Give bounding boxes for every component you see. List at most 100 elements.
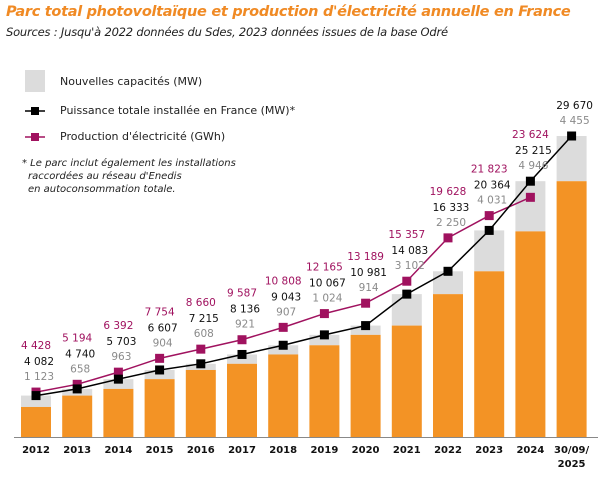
data-label-new-capacity: 963 <box>111 351 131 363</box>
footnote: * Le parc inclut également les installat… <box>22 157 236 196</box>
data-label-production: 13 189 <box>347 251 384 263</box>
chart-title: Parc total photovoltaïque et production … <box>6 4 571 20</box>
bar-new-capacity <box>391 294 422 326</box>
data-label-new-capacity: 914 <box>359 282 379 294</box>
x-tick-label: 2017 <box>228 445 256 456</box>
bar-existing-capacity <box>474 271 505 437</box>
x-tick-label: 2013 <box>63 445 91 456</box>
bar-new-capacity <box>309 334 340 346</box>
chart-subtitle: Sources : Jusqu'à 2022 données du Sdes, … <box>6 25 448 39</box>
production-marker <box>443 233 453 243</box>
production-marker <box>72 379 82 389</box>
bar-existing-capacity <box>268 354 299 437</box>
bar-existing-capacity <box>144 379 175 437</box>
production-marker <box>525 192 535 202</box>
x-tick-label: 2024 <box>516 445 544 456</box>
data-label-production: 6 392 <box>103 320 133 332</box>
bar-existing-capacity <box>62 395 93 437</box>
legend-marker-production <box>31 133 39 141</box>
data-label-production: 10 808 <box>265 275 302 287</box>
footnote-line: en autoconsommation totale. <box>28 184 176 195</box>
total-power-marker <box>443 266 453 276</box>
bar-new-capacity <box>556 136 587 182</box>
data-label-production: 19 628 <box>430 186 467 198</box>
data-label-new-capacity: 4 455 <box>560 115 590 127</box>
data-label-production: 23 624 <box>512 129 549 141</box>
x-tick-label: 2018 <box>269 445 297 456</box>
bar-existing-capacity <box>227 363 257 437</box>
total-power-marker <box>72 384 82 394</box>
total-power-marker <box>278 340 288 350</box>
total-power-marker <box>113 374 123 384</box>
bar-new-capacity <box>515 181 546 232</box>
data-label-new-capacity: 658 <box>70 363 90 375</box>
production-marker <box>113 367 123 377</box>
bar-existing-capacity <box>350 334 381 437</box>
bar-existing-capacity <box>433 294 463 437</box>
production-marker <box>155 353 165 363</box>
bar-new-capacity <box>227 354 257 364</box>
total-power-marker <box>484 225 494 235</box>
production-marker <box>484 211 494 221</box>
data-label-new-capacity: 4 946 <box>518 160 548 172</box>
data-label-production: 21 823 <box>471 164 508 176</box>
bar-new-capacity <box>433 271 463 295</box>
data-label-new-capacity: 1 123 <box>24 371 54 383</box>
bar-existing-capacity <box>391 325 422 437</box>
x-tick-label: 30/09/ <box>554 445 589 456</box>
production-marker <box>237 335 247 345</box>
x-tick-label: 2023 <box>475 445 503 456</box>
production-marker <box>319 309 329 319</box>
data-label-total-power: 16 333 <box>433 202 470 214</box>
total-power-marker <box>319 330 329 340</box>
data-label-new-capacity: 4 031 <box>477 195 507 207</box>
bar-existing-capacity <box>515 231 546 437</box>
data-label-total-power: 5 703 <box>106 336 136 348</box>
x-tick-label: 2016 <box>187 445 215 456</box>
legend-production: Production d'électricité (GWh) <box>60 130 226 143</box>
total-power-marker <box>402 289 412 299</box>
x-tick-label: 2022 <box>434 445 462 456</box>
data-label-total-power: 14 083 <box>391 245 428 257</box>
legend-new-capacity: Nouvelles capacités (MW) <box>60 75 203 88</box>
data-label-total-power: 4 740 <box>65 348 95 360</box>
production-marker <box>402 276 412 286</box>
data-label-total-power: 4 082 <box>24 356 54 368</box>
data-label-production: 8 660 <box>186 297 216 309</box>
data-label-production: 5 194 <box>62 332 92 344</box>
bar-new-capacity <box>144 369 175 380</box>
total-power-marker <box>237 349 247 359</box>
x-tick-label: 2012 <box>22 445 50 456</box>
bar-new-capacity <box>350 325 381 335</box>
production-marker <box>278 322 288 332</box>
data-label-total-power: 7 215 <box>189 313 219 325</box>
legend-total-power: Puissance totale installée en France (MW… <box>60 104 296 117</box>
bar-existing-capacity <box>103 388 134 437</box>
total-power-line <box>35 135 573 397</box>
x-tick-label: 2020 <box>352 445 380 456</box>
bar-new-capacity <box>474 230 505 272</box>
data-label-production: 7 754 <box>145 306 175 318</box>
data-label-total-power: 29 670 <box>556 100 593 112</box>
x-tick-label: 2019 <box>310 445 338 456</box>
data-label-new-capacity: 904 <box>153 337 173 349</box>
data-label-new-capacity: 608 <box>194 328 214 340</box>
total-power-marker <box>525 176 535 186</box>
bar-existing-capacity <box>21 406 51 437</box>
bar-new-capacity <box>21 395 51 407</box>
data-label-total-power: 25 215 <box>515 145 552 157</box>
total-power-marker <box>361 321 371 331</box>
data-label-new-capacity: 2 250 <box>436 217 466 229</box>
data-label-total-power: 8 136 <box>230 304 260 316</box>
total-power-marker <box>31 391 41 401</box>
data-label-production: 15 357 <box>388 229 425 241</box>
footnote-line: * Le parc inclut également les installat… <box>22 158 236 169</box>
data-label-total-power: 10 067 <box>309 278 346 290</box>
legend-swatch-new <box>25 70 45 92</box>
production-marker <box>196 344 206 354</box>
x-tick-label: 2021 <box>393 445 421 456</box>
data-label-total-power: 6 607 <box>148 322 178 334</box>
x-tick-label: 2015 <box>146 445 174 456</box>
